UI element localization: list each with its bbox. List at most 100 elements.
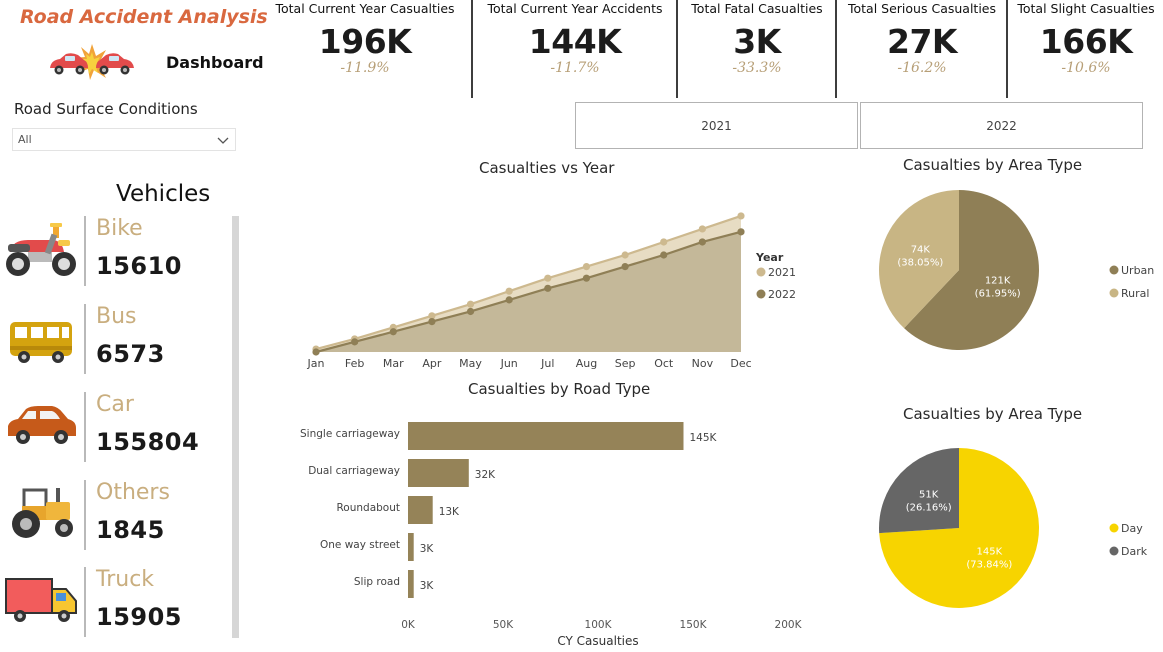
bus-icon [2,304,80,370]
bar [408,496,433,524]
vehicle-row-bike: Bike 15610 [0,214,232,302]
vehicle-count: 155804 [96,428,200,456]
road-surface-dropdown[interactable]: All [12,128,236,151]
kpi-divider [1006,0,1008,98]
x-tick-label: Aug [576,357,597,370]
area-fill-2022 [316,231,741,352]
vehicle-count: 1845 [96,516,165,544]
slice-value-label: 74K [911,245,931,256]
kpi-card-serious-casualties: Total Serious Casualties 27K -16.2% [839,0,1005,98]
kpi-value: 144K [528,22,622,61]
x-tick-label: Apr [422,357,442,370]
kpi-change: -10.6% [1061,60,1111,76]
x-tick-label: Mar [383,357,404,370]
legend-marker [1109,523,1119,533]
x-axis-title: CY Casualties [557,634,638,648]
casualties-by-area-type-urban-pie[interactable]: 121K (61.95%) 74K (38.05%) Urban Rural [860,172,1160,372]
slice-percent-label: (26.16%) [906,503,952,514]
kpi-card-fatal-casualties: Total Fatal Casualties 3K -33.3% [680,0,834,98]
data-point [621,251,629,259]
data-point [582,274,591,282]
kpi-card-slight-casualties: Total Slight Casualties 166K -10.6% [1009,0,1163,98]
app-title: Road Accident Analysis [20,6,268,28]
casualties-by-area-type-day-pie[interactable]: 145K (73.84%) 51K (26.16%) Day Dark [860,430,1160,630]
vehicle-row-car: Car 155804 [0,390,232,478]
vehicle-divider [84,480,86,550]
road-surface-filter-label: Road Surface Conditions [14,100,198,118]
slice-percent-label: (61.95%) [975,288,1021,299]
vehicles-scrollbar[interactable] [232,216,239,638]
year-slicer-2021[interactable]: 2021 [575,102,858,149]
kpi-title: Total Slight Casualties [1017,1,1155,16]
casualties-vs-year-chart[interactable]: Jan Feb Mar Apr May Jun Jul Aug Sep Oct Nov Dec Year… [290,180,810,375]
legend-label: Urban [1121,264,1154,277]
vehicle-name: Bike [96,216,143,241]
kpi-title: Total Fatal Casualties [691,1,823,16]
legend-marker [756,289,766,299]
vehicles-title: Vehicles [116,181,211,207]
legend-marker [756,267,766,277]
data-point [544,284,552,292]
kpi-value: 27K [887,22,958,61]
series-line-2021 [315,214,742,351]
category-label: Slip road [354,576,400,588]
series-line-2022 [315,230,742,354]
chart-title-area-type-urban: Casualties by Area Type [903,156,1083,174]
legend-label: 2021 [768,266,796,279]
x-tick-label: May [459,357,482,370]
slice-value-label: 121K [985,275,1011,286]
x-tick-label: 0K [401,619,416,631]
data-point [428,312,436,320]
x-tick-label: 200K [775,619,803,631]
kpi-value: 3K [733,22,781,61]
data-point [698,238,706,246]
data-point [505,287,513,295]
data-point [389,328,397,336]
chart-title-road-type: Casualties by Road Type [468,380,651,398]
data-point [582,262,591,271]
chart-title-casualties-vs-year: Casualties vs Year [479,159,615,177]
tractor-icon [2,480,80,546]
x-tick-label: Jan [307,357,325,370]
data-point [660,238,668,246]
legend-label: 2022 [768,288,796,301]
casualties-by-road-type-chart[interactable]: Single carriageway 145K Dual carriageway 32… [290,400,820,652]
x-tick-label: Jun [500,357,518,370]
category-label: Roundabout [336,502,400,514]
x-tick-label: Oct [654,357,674,370]
x-tick-label: Dec [730,357,751,370]
slice-value-label: 51K [919,490,939,501]
data-point [505,296,513,304]
car-icon [2,392,80,458]
road-surface-dropdown-value: All [18,133,32,146]
vehicle-row-others: Others 1845 [0,478,232,566]
bar [408,570,414,598]
legend-title: Year [755,251,784,264]
data-point [737,228,745,236]
vehicle-name: Truck [96,567,155,592]
legend-label: Rural [1121,287,1149,300]
data-point [544,274,552,282]
bar-value-label: 3K [420,543,435,555]
vehicle-name: Car [96,392,134,417]
x-tick-label: 50K [493,619,514,631]
data-point [466,300,475,308]
pie-slice-dark [879,448,959,534]
slice-percent-label: (38.05%) [897,258,943,269]
bar [408,459,469,487]
data-point [660,251,668,259]
data-point [621,262,629,271]
x-tick-label: Feb [345,357,364,370]
slice-percent-label: (73.84%) [966,559,1012,570]
kpi-title: Total Current Year Casualties [275,1,455,16]
data-point [466,307,475,316]
year-slicer-2022[interactable]: 2022 [860,102,1143,149]
motorbike-icon [2,216,80,282]
vehicle-row-truck: Truck 15905 [0,565,232,652]
kpi-change: -33.3% [732,60,782,76]
kpi-value: 196K [318,22,412,61]
vehicle-count: 15905 [96,603,182,631]
data-point [698,225,706,233]
x-tick-label: 150K [680,619,708,631]
vehicle-name: Others [96,480,170,505]
